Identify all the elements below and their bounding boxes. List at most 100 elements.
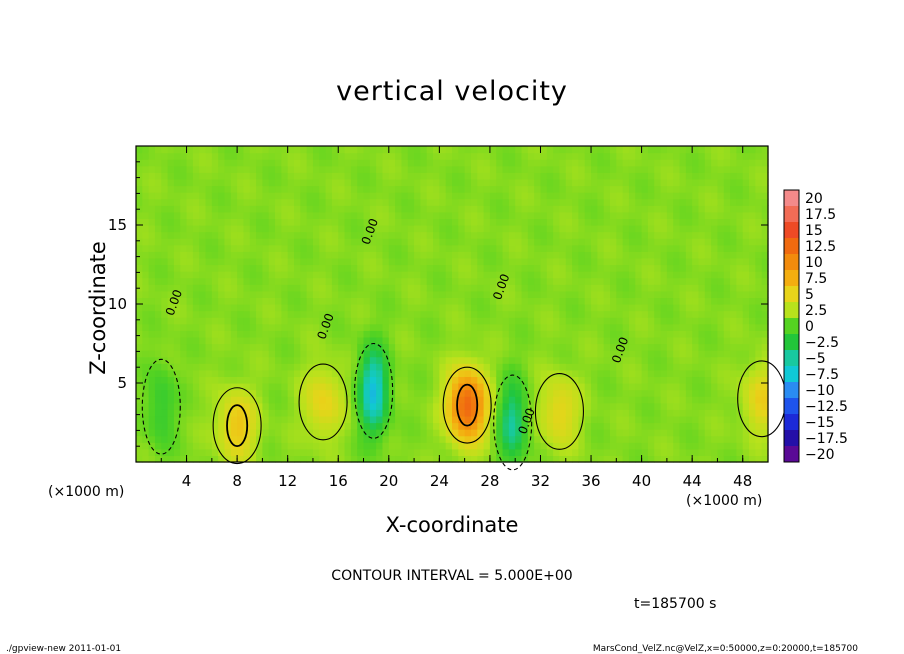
heatmap-cell xyxy=(578,264,586,272)
heatmap-cell xyxy=(578,415,586,424)
heatmap-cell xyxy=(742,435,750,443)
heatmap-cell xyxy=(186,257,194,266)
heatmap-cell xyxy=(167,257,175,266)
heatmap-cell xyxy=(249,225,257,233)
heatmap-cell xyxy=(616,264,624,272)
heatmap-cell xyxy=(635,442,643,450)
heatmap-cell xyxy=(433,257,440,266)
heatmap-cell xyxy=(230,343,238,351)
heatmap-cell xyxy=(401,383,409,391)
heatmap-cell xyxy=(628,389,636,397)
heatmap-cell xyxy=(331,159,339,167)
heatmap-cell xyxy=(439,225,447,233)
heatmap-cell xyxy=(641,343,649,351)
heatmap-cell xyxy=(388,257,396,266)
heatmap-cell xyxy=(654,317,662,325)
heatmap-cell xyxy=(243,336,251,345)
heatmap-cell xyxy=(546,363,554,371)
heatmap-cell xyxy=(464,165,472,173)
heatmap-cell xyxy=(553,165,561,173)
heatmap-cell xyxy=(698,218,706,226)
heatmap-cell xyxy=(742,317,750,325)
heatmap-cell xyxy=(414,396,421,404)
heatmap-cell xyxy=(464,409,472,417)
heatmap-cell xyxy=(502,415,510,424)
heatmap-cell xyxy=(736,146,744,154)
heatmap-cell xyxy=(654,251,662,259)
heatmap-cell xyxy=(584,304,592,312)
heatmap-cell xyxy=(749,429,756,437)
heatmap-cell xyxy=(325,192,333,200)
heatmap-cell xyxy=(603,271,611,279)
heatmap-cell xyxy=(534,383,542,391)
heatmap-cell xyxy=(211,297,219,305)
heatmap-cell xyxy=(603,448,611,457)
heatmap-cell xyxy=(698,336,706,345)
heatmap-cell xyxy=(230,389,238,397)
heatmap-cell xyxy=(363,336,371,345)
heatmap-cell xyxy=(534,165,542,173)
heatmap-cell xyxy=(521,389,529,397)
heatmap-cell xyxy=(755,350,763,358)
heatmap-cell xyxy=(407,211,415,220)
heatmap-cell xyxy=(388,211,396,220)
heatmap-cell xyxy=(742,297,750,305)
heatmap-cell xyxy=(736,198,744,206)
heatmap-cell xyxy=(439,389,447,397)
heatmap-cell xyxy=(369,271,377,279)
heatmap-cell xyxy=(433,336,440,345)
heatmap-cell xyxy=(641,317,649,325)
heatmap-cell xyxy=(628,409,636,417)
heatmap-cell xyxy=(584,264,592,272)
heatmap-cell xyxy=(249,396,257,404)
heatmap-cell xyxy=(483,455,491,463)
heatmap-cell xyxy=(559,192,567,200)
heatmap-cell xyxy=(749,159,756,167)
heatmap-cell xyxy=(565,264,573,272)
heatmap-cell xyxy=(445,396,453,404)
heatmap-cell xyxy=(559,435,567,443)
heatmap-cell xyxy=(331,323,339,331)
heatmap-cell xyxy=(534,178,542,187)
heatmap-cell xyxy=(496,146,504,154)
heatmap-cell xyxy=(294,415,301,424)
heatmap-cell xyxy=(730,238,737,246)
heatmap-cell xyxy=(584,343,592,351)
heatmap-cell xyxy=(376,304,384,312)
heatmap-cell xyxy=(262,198,270,206)
heatmap-cell xyxy=(736,192,744,200)
heatmap-cell xyxy=(704,369,712,378)
heatmap-cell xyxy=(306,422,314,430)
heatmap-cell xyxy=(237,330,245,338)
heatmap-cell xyxy=(610,422,617,430)
heatmap-cell xyxy=(186,415,194,424)
heatmap-cell xyxy=(698,389,706,397)
heatmap-cell xyxy=(591,257,598,266)
heatmap-cell xyxy=(382,152,390,160)
heatmap-cell xyxy=(711,448,719,457)
heatmap-cell xyxy=(628,218,636,226)
heatmap-cell xyxy=(357,402,365,410)
heatmap-cell xyxy=(464,284,472,292)
colorbar-label: 20 xyxy=(805,191,823,207)
heatmap-cell xyxy=(256,383,263,391)
heatmap-cell xyxy=(597,442,605,450)
colorbar-swatch xyxy=(784,222,799,239)
heatmap-cell xyxy=(325,442,333,450)
heatmap-cell xyxy=(496,336,504,345)
heatmap-cell xyxy=(704,402,712,410)
heatmap-cell xyxy=(578,165,586,173)
heatmap-cell xyxy=(357,448,365,457)
heatmap-cell xyxy=(679,211,687,220)
heatmap-cell xyxy=(584,271,592,279)
heatmap-cell xyxy=(723,304,731,312)
heatmap-cell xyxy=(508,330,516,338)
heatmap-cell xyxy=(407,277,415,285)
heatmap-cell xyxy=(173,185,181,193)
heatmap-cell xyxy=(704,389,712,397)
heatmap-cell xyxy=(477,271,485,279)
heatmap-cell xyxy=(755,317,763,325)
heatmap-cell xyxy=(553,152,561,160)
heatmap-cell xyxy=(338,251,346,259)
heatmap-cell xyxy=(553,178,561,187)
